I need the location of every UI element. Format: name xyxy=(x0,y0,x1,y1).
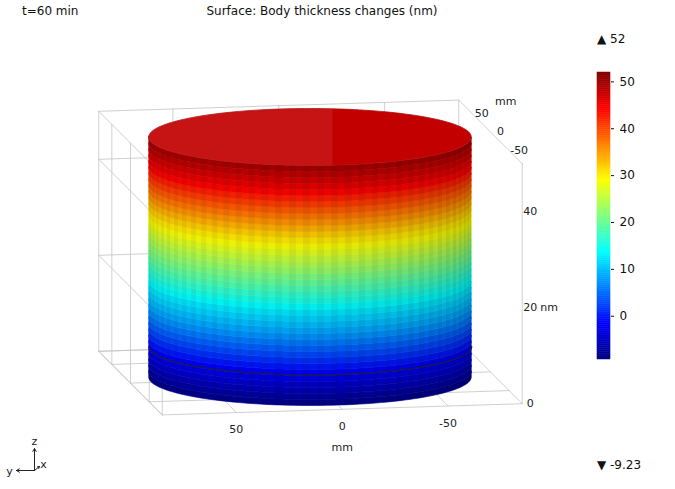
svg-text:50: 50 xyxy=(620,75,635,89)
svg-text:10: 10 xyxy=(620,262,635,276)
svg-text:50: 50 xyxy=(229,423,243,436)
svg-text:0: 0 xyxy=(620,309,628,323)
svg-text:mm: mm xyxy=(495,95,516,108)
svg-text:nm: nm xyxy=(540,301,558,314)
html-text:▼ -9.23: ▼ -9.23 xyxy=(597,458,642,472)
svg-text:y: y xyxy=(6,465,13,478)
svg-text:0: 0 xyxy=(339,420,346,433)
svg-text:-50: -50 xyxy=(439,417,457,430)
svg-text:z: z xyxy=(32,435,38,448)
svg-text:0: 0 xyxy=(497,125,504,138)
svg-text:mm: mm xyxy=(332,441,353,454)
svg-text:20: 20 xyxy=(620,215,635,229)
svg-text:0: 0 xyxy=(527,397,534,410)
svg-text:40: 40 xyxy=(523,205,537,218)
svg-text:30: 30 xyxy=(620,168,635,182)
svg-text:40: 40 xyxy=(620,122,635,136)
svg-text:50: 50 xyxy=(475,107,489,120)
html-text:t=60 min: t=60 min xyxy=(22,4,79,18)
svg-text:-50: -50 xyxy=(510,144,528,157)
html-text:Surface: Body thickness change: Surface: Body thickness changes (nm) xyxy=(206,4,438,18)
svg-text:20: 20 xyxy=(523,301,537,314)
html-text:▲ 52: ▲ 52 xyxy=(597,32,626,46)
svg-text:x: x xyxy=(40,458,47,471)
